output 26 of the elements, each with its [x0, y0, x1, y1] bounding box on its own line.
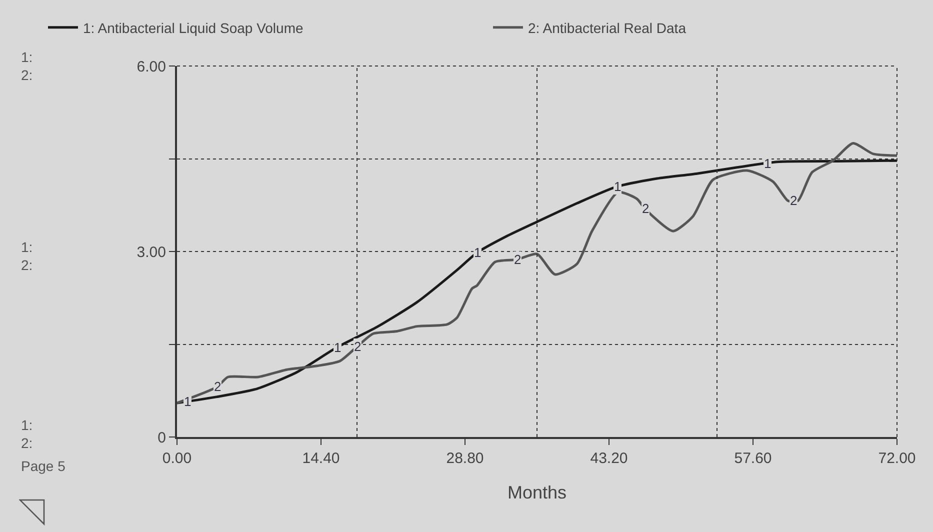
y-tick-label: 0 [158, 429, 166, 446]
y-tick-label: 3.00 [136, 244, 166, 261]
annotation: 1 [334, 340, 342, 355]
annotation: 1 [614, 179, 622, 194]
annotation: 2 [214, 379, 222, 394]
annotation: 2 [642, 201, 650, 216]
annotation: 1 [764, 156, 772, 171]
text: Page 5 [21, 458, 66, 474]
annotation: 2 [354, 339, 362, 354]
x-tick-label: 43.20 [590, 450, 628, 467]
annotation: 1 [474, 245, 482, 260]
x-tick-label: 57.60 [734, 450, 772, 467]
x-tick-label: 0.00 [162, 450, 192, 467]
text: 1: 2: [21, 49, 33, 84]
x-tick-label: 14.40 [302, 450, 340, 467]
text: 1: 2: [21, 239, 33, 274]
x-axis-title: Months [507, 482, 567, 503]
annotation: 2 [514, 252, 522, 267]
y-tick-label: 6.00 [136, 58, 166, 76]
x-tick-label: 28.80 [446, 450, 484, 467]
text: 1: 2: [21, 417, 33, 452]
annotation: 2 [790, 193, 798, 208]
legend-label: 1: Antibacterial Liquid Soap Volume [83, 20, 304, 36]
x-tick-label: 72.00 [878, 450, 916, 467]
annotation: 1 [184, 394, 192, 409]
legend-label: 2: Antibacterial Real Data [528, 20, 686, 36]
